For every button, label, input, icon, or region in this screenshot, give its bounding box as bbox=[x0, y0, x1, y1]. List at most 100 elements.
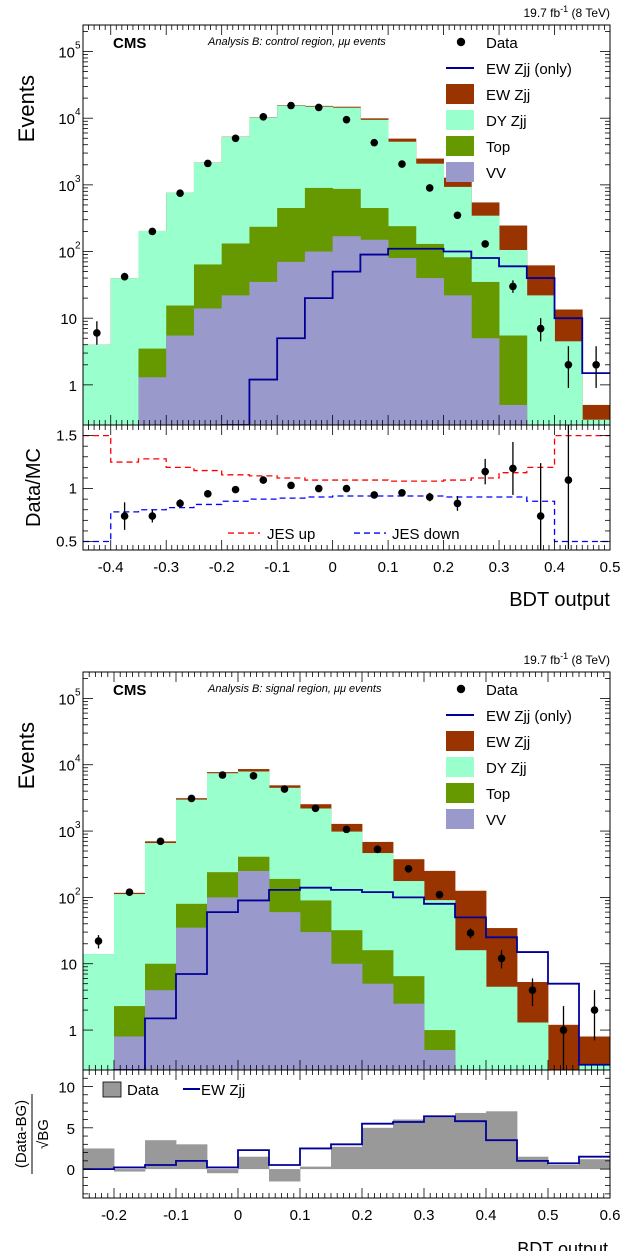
ratio-point bbox=[259, 476, 268, 484]
data-significance-bar bbox=[207, 1169, 239, 1174]
cms-label: CMS bbox=[113, 682, 146, 699]
data-significance-bar bbox=[331, 1146, 363, 1170]
ratio-point bbox=[370, 491, 379, 499]
data-point bbox=[590, 1006, 599, 1014]
y-tick-label: 1 bbox=[69, 378, 77, 395]
legend-top-swatch bbox=[446, 783, 474, 803]
vv-bar bbox=[114, 1036, 146, 1070]
legend-ew-zjj-label: EW Zjj bbox=[486, 734, 530, 751]
dy-zjj-bar bbox=[486, 986, 518, 1070]
data-point bbox=[370, 138, 379, 147]
y-tick-label: 5 bbox=[67, 1121, 75, 1138]
y-tick-exponent: 4 bbox=[75, 754, 81, 765]
y-tick-label: 10 bbox=[58, 111, 75, 128]
legend-vv-label: VV bbox=[486, 812, 506, 829]
x-tick-label: 0 bbox=[328, 559, 336, 576]
y-tick-exponent: 4 bbox=[75, 107, 81, 118]
data-point bbox=[466, 929, 475, 937]
vv-bar bbox=[145, 990, 177, 1070]
legend-vv-swatch bbox=[446, 809, 474, 829]
jes-up-line bbox=[83, 434, 610, 482]
data-point bbox=[311, 804, 320, 813]
data-point bbox=[259, 112, 268, 121]
y-tick-label: 1.5 bbox=[56, 428, 77, 445]
ratio-point bbox=[120, 512, 129, 520]
data-significance-bar bbox=[579, 1159, 610, 1170]
y-tick-label: 1 bbox=[69, 481, 77, 498]
dy-zjj-bar bbox=[582, 419, 610, 425]
vv-bar bbox=[176, 927, 208, 1070]
cms-label: CMS bbox=[113, 35, 146, 52]
y-tick-label: 10 bbox=[58, 45, 75, 62]
y-tick-label: 0 bbox=[67, 1162, 75, 1179]
ratio-point bbox=[425, 493, 434, 501]
ew-zjj-only-line bbox=[113, 886, 610, 1070]
data-significance-bar bbox=[83, 1148, 115, 1170]
dy-zjj-bar bbox=[83, 954, 115, 1070]
data-point bbox=[453, 211, 462, 220]
vv-bar bbox=[304, 251, 334, 425]
y-tick-label: 0.5 bbox=[56, 534, 77, 551]
x-tick-label: 0.4 bbox=[544, 559, 565, 576]
plot-area bbox=[83, 101, 610, 425]
region-label: Analysis B: signal region, μμ events bbox=[207, 683, 382, 695]
data-significance-bar bbox=[362, 1127, 394, 1170]
y-tick-label: 10 bbox=[60, 957, 77, 974]
legend-jes-down-label: JES down bbox=[392, 526, 460, 543]
vv-bar bbox=[424, 1050, 456, 1070]
legend-ew-zjj-only-label: EW Zjj (only) bbox=[486, 61, 572, 78]
data-significance-bar bbox=[300, 1166, 332, 1170]
data-point bbox=[559, 1026, 568, 1034]
y-tick-label: 1 bbox=[69, 1023, 77, 1040]
legend-data-label: Data bbox=[486, 35, 518, 52]
legend-data-marker bbox=[456, 37, 466, 47]
legend-dy-zjj-swatch bbox=[446, 110, 474, 130]
dy-zjj-bar bbox=[455, 950, 487, 1070]
data-point bbox=[342, 115, 351, 124]
plot-frame bbox=[82, 424, 611, 551]
vv-bar bbox=[238, 871, 270, 1070]
plot-area bbox=[83, 769, 610, 1070]
data-point bbox=[287, 101, 295, 110]
data-point bbox=[231, 134, 240, 143]
dy-zjj-bar bbox=[517, 1022, 549, 1070]
ratio-point bbox=[481, 467, 489, 476]
ratio-point bbox=[204, 490, 212, 498]
x-tick-label: 0.1 bbox=[378, 559, 399, 576]
lumi-value: 19.7 fb bbox=[523, 6, 560, 20]
plot-frame bbox=[82, 1069, 611, 1199]
vv-bar bbox=[331, 963, 363, 1070]
data-significance-bar bbox=[424, 1117, 456, 1170]
dy-zjj-bar bbox=[526, 295, 555, 425]
y-tick-exponent: 5 bbox=[75, 41, 81, 52]
y-tick-label: 10 bbox=[58, 824, 75, 841]
vv-bar bbox=[138, 377, 167, 425]
data-significance-bar bbox=[455, 1112, 487, 1170]
y-tick-label: 10 bbox=[60, 311, 77, 328]
vv-bar bbox=[300, 932, 332, 1070]
legend-top-label: Top bbox=[486, 139, 510, 156]
vv-bar bbox=[360, 239, 389, 425]
y-tick-label: 10 bbox=[58, 758, 75, 775]
y-axis-title: Events bbox=[14, 722, 39, 789]
y-tick-label: 10 bbox=[58, 691, 75, 708]
legend-data-label: Data bbox=[486, 682, 518, 699]
lumi-label: 19.7 fb-1 (8 TeV) bbox=[523, 651, 610, 667]
data-point bbox=[249, 772, 258, 780]
data-point bbox=[509, 282, 517, 291]
ratio-point bbox=[287, 481, 295, 490]
data-significance-bar bbox=[548, 1164, 580, 1170]
legend-top-swatch bbox=[446, 136, 474, 156]
data-point bbox=[280, 785, 289, 793]
x-tick-label: -0.1 bbox=[163, 1207, 189, 1224]
plot-area bbox=[83, 1111, 610, 1182]
data-point bbox=[497, 954, 506, 963]
lumi-energy: (8 TeV) bbox=[568, 6, 610, 20]
data-significance-bar bbox=[114, 1169, 146, 1172]
control-region-ratio-panel: 0.5 1 1.5 -0.4 -0.3 -0.2 -0.1 0 0.1 0.2 0.3 0.4 0.5 B… bbox=[23, 424, 620, 611]
data-point bbox=[592, 360, 600, 369]
x-tick-label: 0.2 bbox=[352, 1207, 373, 1224]
y-tick-label: 10 bbox=[58, 178, 75, 195]
